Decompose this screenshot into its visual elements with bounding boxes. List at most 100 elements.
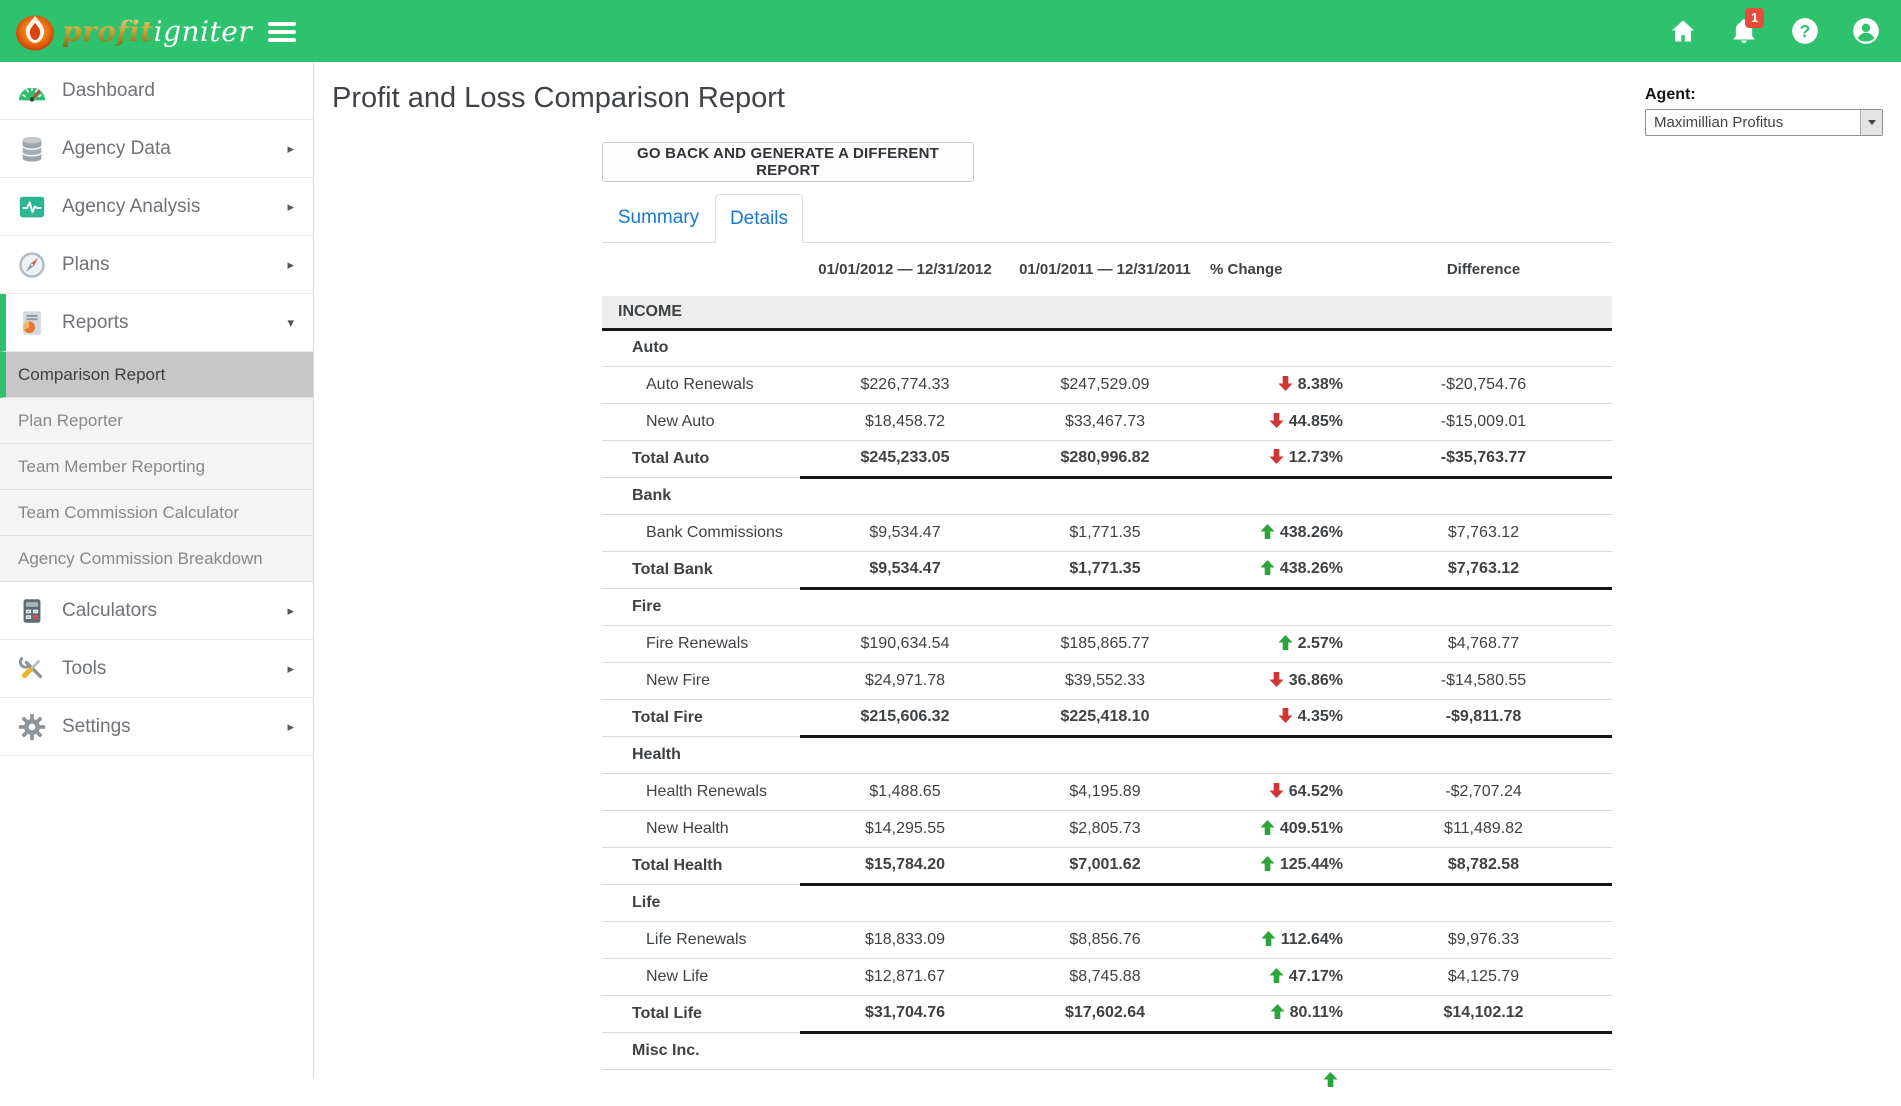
chevron-right-icon: ▸ bbox=[287, 199, 294, 215]
analysis-icon bbox=[17, 192, 47, 222]
dashboard-icon bbox=[17, 76, 47, 106]
column-header: 01/01/2011 — 12/31/2011 bbox=[1010, 243, 1200, 296]
sidebar-subitem-plan-reporter[interactable]: Plan Reporter bbox=[0, 398, 313, 444]
up-arrow-icon bbox=[1278, 634, 1293, 651]
chevron-right-icon: ▸ bbox=[287, 719, 294, 735]
up-arrow-icon bbox=[1270, 1003, 1285, 1020]
chevron-right-icon: ▸ bbox=[287, 661, 294, 677]
chevron-right-icon: ▸ bbox=[287, 603, 294, 619]
agent-panel: Agent: Maximillian Profitus bbox=[1645, 86, 1883, 136]
down-arrow-icon bbox=[1269, 412, 1284, 429]
chevron-right-icon: ▸ bbox=[287, 257, 294, 273]
sidebar-subitem-team-member-reporting[interactable]: Team Member Reporting bbox=[0, 444, 313, 490]
table-row: Fire bbox=[602, 588, 1612, 625]
up-arrow-icon bbox=[1323, 1071, 1338, 1088]
column-header: Difference bbox=[1355, 243, 1612, 296]
up-arrow-icon bbox=[1261, 930, 1276, 947]
agent-select-value: Maximillian Profitus bbox=[1646, 110, 1860, 135]
sidebar-item-calculators[interactable]: +−×Calculators▸ bbox=[0, 582, 313, 640]
sidebar-item-agency-analysis[interactable]: Agency Analysis▸ bbox=[0, 178, 313, 236]
table-row: Health bbox=[602, 736, 1612, 773]
table-section-header-row: INCOME bbox=[602, 296, 1612, 329]
up-arrow-icon bbox=[1260, 523, 1275, 540]
chevron-down-icon: ▾ bbox=[287, 315, 294, 331]
up-arrow-icon bbox=[1260, 855, 1275, 872]
agent-select[interactable]: Maximillian Profitus bbox=[1645, 109, 1883, 136]
compass-icon bbox=[17, 250, 47, 280]
table-row: Life bbox=[602, 884, 1612, 921]
report-icon bbox=[17, 308, 47, 338]
column-header: 01/01/2012 — 12/31/2012 bbox=[800, 243, 1010, 296]
page-title: Profit and Loss Comparison Report bbox=[332, 82, 785, 115]
topbar-icons: 1 ? bbox=[1669, 0, 1880, 62]
up-arrow-icon bbox=[1260, 819, 1275, 836]
report-tabs: Summary Details bbox=[602, 194, 1612, 243]
agent-label: Agent: bbox=[1645, 86, 1883, 104]
app-logo[interactable]: profitigniter bbox=[14, 9, 252, 53]
sidebar-subitem-agency-commission-breakdown[interactable]: Agency Commission Breakdown bbox=[0, 536, 313, 582]
column-header bbox=[602, 243, 800, 296]
column-header: % Change bbox=[1200, 243, 1355, 296]
home-icon[interactable] bbox=[1669, 17, 1697, 45]
top-bar: profitigniter 1 ? bbox=[0, 0, 1901, 62]
tab-summary[interactable]: Summary bbox=[602, 194, 715, 242]
sidebar-item-tools[interactable]: Tools▸ bbox=[0, 640, 313, 698]
help-icon[interactable]: ? bbox=[1791, 17, 1819, 45]
tools-icon bbox=[17, 654, 47, 684]
sidebar-item-agency-data[interactable]: Agency Data▸ bbox=[0, 120, 313, 178]
sidebar-item-dashboard[interactable]: Dashboard bbox=[0, 62, 313, 120]
table-row bbox=[602, 1069, 1612, 1106]
logo-text-profit: profit bbox=[62, 15, 154, 48]
table-row: Misc Inc. bbox=[602, 1032, 1612, 1069]
down-arrow-icon bbox=[1278, 707, 1293, 724]
sidebar-subitem-team-commission-calculator[interactable]: Team Commission Calculator bbox=[0, 490, 313, 536]
sidebar-item-settings[interactable]: Settings▸ bbox=[0, 698, 313, 756]
sidebar-subitem-comparison-report[interactable]: Comparison Report bbox=[0, 352, 313, 398]
select-dropdown-arrow-icon bbox=[1860, 110, 1882, 135]
calculator-icon: +−× bbox=[17, 596, 47, 626]
down-arrow-icon bbox=[1269, 671, 1284, 688]
hamburger-menu-icon[interactable] bbox=[268, 22, 296, 41]
sidebar-item-plans[interactable]: Plans▸ bbox=[0, 236, 313, 294]
gear-icon bbox=[17, 712, 47, 742]
logo-text-igniter: igniter bbox=[154, 15, 253, 48]
down-arrow-icon bbox=[1269, 782, 1284, 799]
down-arrow-icon bbox=[1269, 448, 1284, 465]
down-arrow-icon bbox=[1278, 375, 1293, 392]
flame-icon bbox=[14, 9, 56, 53]
chevron-right-icon: ▸ bbox=[287, 141, 294, 157]
up-arrow-icon bbox=[1260, 559, 1275, 576]
go-back-button[interactable]: GO BACK AND GENERATE A DIFFERENT REPORT bbox=[602, 142, 974, 182]
database-icon bbox=[17, 134, 47, 164]
sidebar-item-reports[interactable]: Reports▾ bbox=[0, 294, 313, 352]
up-arrow-icon bbox=[1269, 967, 1284, 984]
main-content: Profit and Loss Comparison Report Agent:… bbox=[314, 62, 1901, 1079]
table-row: Bank bbox=[602, 477, 1612, 514]
tab-details[interactable]: Details bbox=[715, 194, 803, 243]
svg-text:?: ? bbox=[1800, 21, 1811, 41]
table-row: Auto bbox=[602, 329, 1612, 366]
bell-icon[interactable]: 1 bbox=[1730, 17, 1758, 45]
notification-badge: 1 bbox=[1745, 8, 1764, 28]
user-account-icon[interactable] bbox=[1852, 17, 1880, 45]
